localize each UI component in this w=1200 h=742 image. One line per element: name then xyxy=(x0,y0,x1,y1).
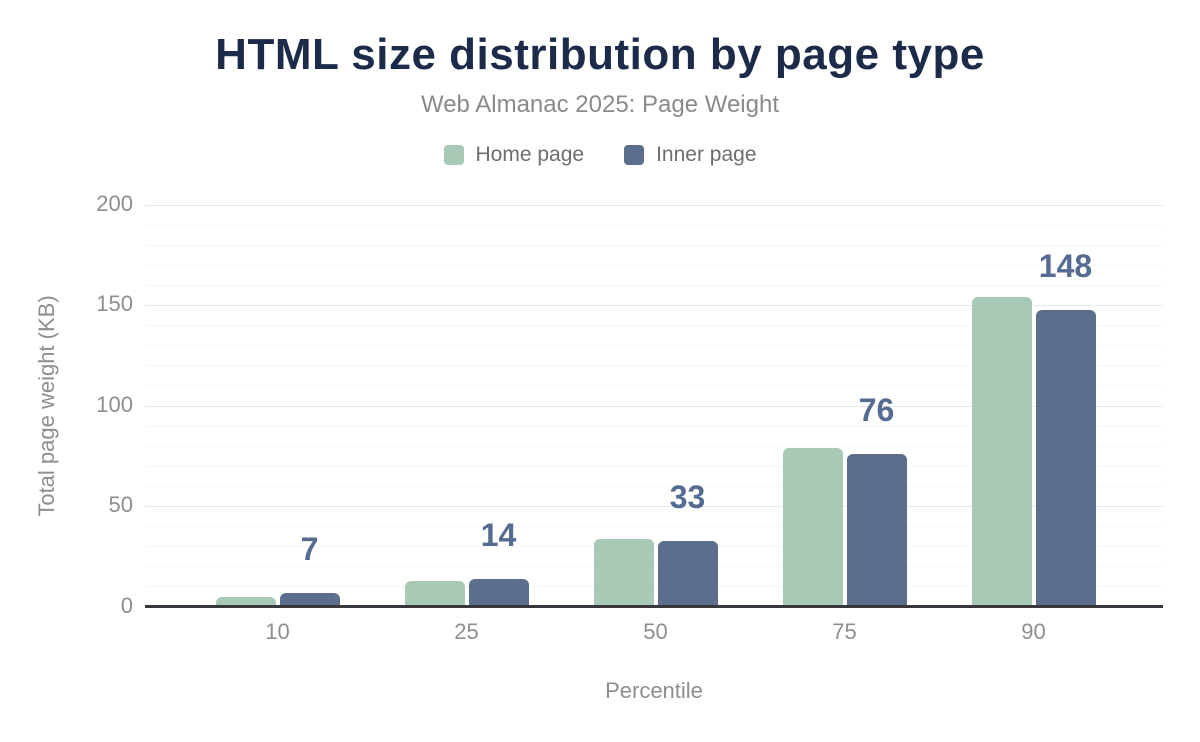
legend-swatch-home-page xyxy=(443,145,464,165)
legend-item-inner-page[interactable]: Inner page xyxy=(624,143,757,167)
gridline-minor xyxy=(145,526,1163,528)
gridline-minor xyxy=(145,224,1163,226)
gridline-minor xyxy=(145,284,1163,286)
gridline-minor xyxy=(145,385,1163,387)
legend-label-inner-page: Inner page xyxy=(656,143,757,166)
y-tick-label-0: 0 xyxy=(120,592,133,618)
bar-home-page-p90 xyxy=(971,297,1032,607)
bar-home-page-p25 xyxy=(404,580,465,607)
legend: Home page Inner page xyxy=(0,143,1200,167)
x-tick-label-75: 75 xyxy=(832,619,857,644)
x-axis-title: Percentile xyxy=(605,678,703,703)
legend-label-home-page: Home page xyxy=(475,143,585,166)
y-tick-label-100: 100 xyxy=(96,391,133,417)
value-label-p25: 14 xyxy=(480,516,517,553)
gridline-minor xyxy=(145,465,1163,467)
gridline-minor xyxy=(145,264,1163,266)
bar-inner-page-p50 xyxy=(657,540,718,607)
value-label-p90: 148 xyxy=(1038,247,1093,284)
bar-home-page-p10 xyxy=(215,596,276,607)
x-tick-label-10: 10 xyxy=(265,619,290,644)
gridline-major xyxy=(145,204,1163,206)
gridline-minor xyxy=(145,244,1163,246)
y-axis-title: Total page weight (KB) xyxy=(34,295,59,517)
gridline-minor xyxy=(145,325,1163,327)
gridline-minor xyxy=(145,546,1163,548)
value-label-p50: 33 xyxy=(669,478,706,515)
gridline-minor xyxy=(145,365,1163,367)
legend-item-home-page[interactable]: Home page xyxy=(443,143,585,167)
gridline-minor xyxy=(145,445,1163,447)
bar-home-page-p75 xyxy=(782,448,843,607)
bar-inner-page-p25 xyxy=(468,578,529,607)
gridline-major xyxy=(145,405,1163,407)
gridline-minor xyxy=(145,485,1163,487)
plot-area: 0 50 100 150 200 10 7 25 14 50 33 75 76 90 148 xyxy=(96,191,1163,644)
gridline-minor xyxy=(145,586,1163,588)
value-label-p10: 7 xyxy=(300,530,319,567)
value-label-p75: 76 xyxy=(858,392,895,429)
y-tick-label-150: 150 xyxy=(96,291,133,317)
bar-inner-page-p10 xyxy=(279,592,340,607)
gridline-major xyxy=(145,506,1163,507)
x-axis-line xyxy=(145,605,1163,608)
gridline-minor xyxy=(145,566,1163,568)
x-tick-label-90: 90 xyxy=(1021,619,1046,644)
bar-home-page-p50 xyxy=(593,538,654,607)
gridline-minor xyxy=(145,345,1163,347)
bar-inner-page-p90 xyxy=(1035,309,1096,607)
y-tick-label-200: 200 xyxy=(96,190,133,216)
y-tick-label-50: 50 xyxy=(108,492,133,518)
chart-title: HTML size distribution by page type xyxy=(215,30,985,79)
gridline-minor xyxy=(145,425,1163,427)
chart-subtitle: Web Almanac 2025: Page Weight xyxy=(420,91,779,118)
gridline-major xyxy=(145,305,1163,306)
x-tick-label-25: 25 xyxy=(454,619,479,644)
x-tick-label-50: 50 xyxy=(643,619,668,644)
bar-inner-page-p75 xyxy=(846,454,907,607)
legend-swatch-inner-page xyxy=(624,145,645,165)
